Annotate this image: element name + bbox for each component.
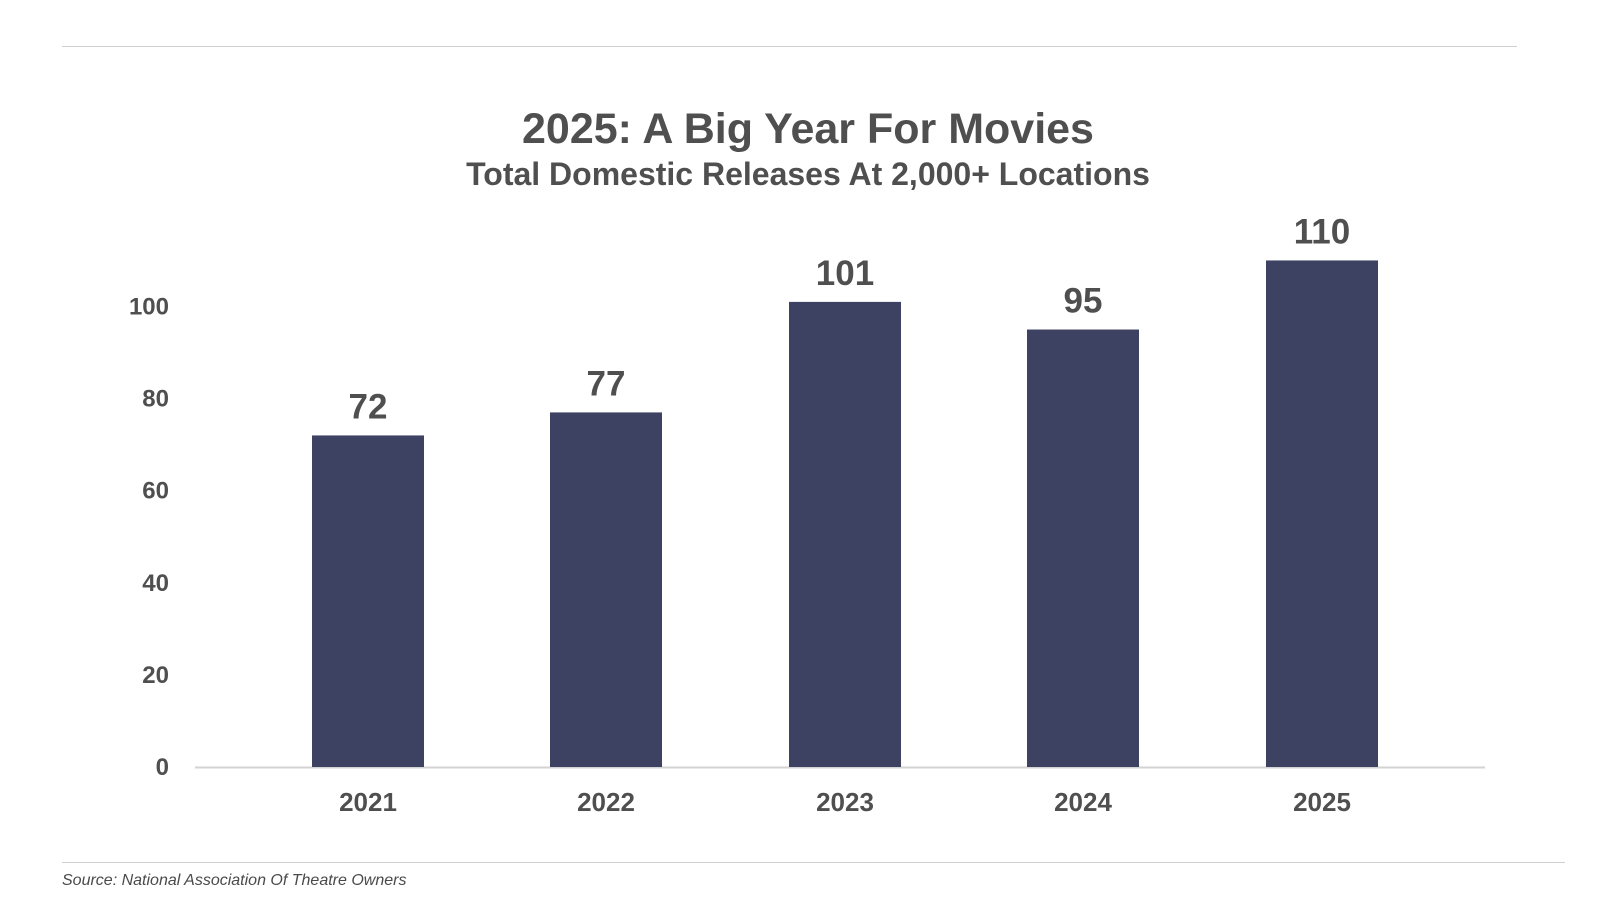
bar-2021 [312,435,424,767]
y-tick-label: 40 [142,570,169,597]
x-axis: 2021 2022 2023 2024 2025 [339,787,1351,817]
x-tick-label: 2022 [577,787,635,817]
data-label-2025: 110 [1294,212,1350,251]
data-label-2024: 95 [1064,282,1103,321]
x-tick-label: 2024 [1054,787,1112,817]
source-note: Source: National Association Of Theatre … [62,872,407,889]
chart-subtitle: Total Domestic Releases At 2,000+ Locati… [466,156,1150,192]
data-label-2021: 72 [349,387,388,426]
top-divider [62,46,1517,47]
y-tick-label: 80 [142,386,169,413]
x-tick-label: 2025 [1293,787,1351,817]
x-tick-label: 2021 [339,787,397,817]
y-axis: 0 20 40 60 80 100 [129,294,1485,781]
y-tick-label: 100 [129,294,169,321]
y-tick-label: 20 [142,662,169,689]
bar-2025 [1266,260,1378,767]
bar-2022 [550,412,662,767]
chart-title: 2025: A Big Year For Movies [522,105,1094,153]
x-tick-label: 2023 [816,787,874,817]
data-label-2022: 77 [587,364,626,403]
bars: 72 77 101 95 110 [312,212,1378,767]
bar-2024 [1027,329,1139,767]
y-tick-label: 60 [142,478,169,505]
data-label-2023: 101 [816,254,874,293]
bar-2023 [789,301,901,767]
bottom-divider [62,862,1565,863]
y-tick-label: 0 [156,754,169,781]
